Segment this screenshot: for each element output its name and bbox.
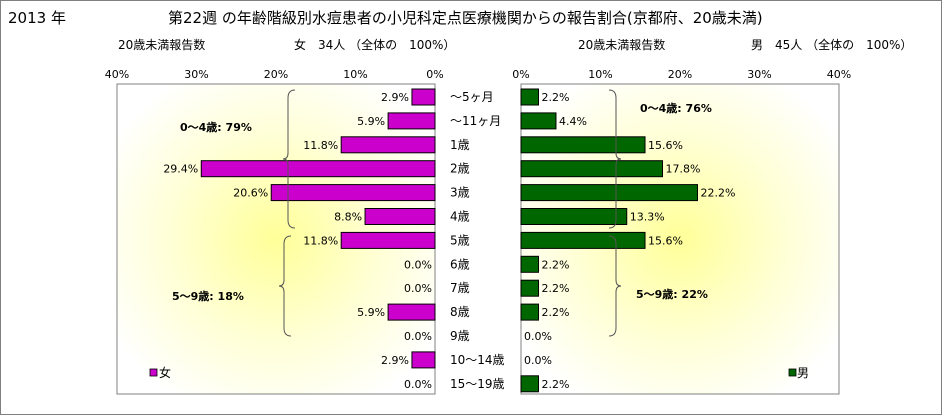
female-value-label: 0.0% bbox=[404, 330, 432, 343]
female-x-tick-label: 20% bbox=[264, 68, 288, 81]
male-total: 男 45人 （全体の 100%） bbox=[751, 38, 913, 52]
age-category-label: 8歳 bbox=[450, 305, 470, 319]
male-0-4-annotation: 0～4歳: 76% bbox=[640, 101, 712, 115]
female-value-label: 8.8% bbox=[334, 211, 362, 224]
female-value-label: 2.9% bbox=[381, 91, 409, 104]
female-x-tick-label: 40% bbox=[105, 68, 129, 81]
female-value-label: 5.9% bbox=[357, 115, 385, 128]
female-bar bbox=[411, 88, 436, 106]
year-label: 2013 年 bbox=[8, 9, 66, 27]
female-bar bbox=[340, 231, 436, 249]
female-total: 女 34人 （全体の 100%） bbox=[294, 38, 456, 52]
male-value-label: 22.2% bbox=[700, 187, 735, 200]
female-value-label: 0.0% bbox=[404, 258, 432, 271]
age-category-label: 2歳 bbox=[450, 162, 470, 176]
female-subtitle: 20歳未満報告数 bbox=[118, 38, 206, 52]
female-0-4-brace bbox=[282, 89, 296, 229]
male-value-label: 0.0% bbox=[524, 354, 552, 367]
male-legend-swatch bbox=[788, 368, 797, 377]
female-bar bbox=[411, 351, 436, 369]
male-x-tick-label: 10% bbox=[588, 68, 612, 81]
age-category-label: 7歳 bbox=[450, 281, 470, 295]
male-value-label: 0.0% bbox=[524, 330, 552, 343]
male-bar bbox=[520, 255, 539, 273]
female-x-tick-label: 30% bbox=[184, 68, 208, 81]
age-category-label: 9歳 bbox=[450, 329, 470, 343]
male-bar bbox=[520, 375, 539, 393]
male-bar bbox=[520, 112, 557, 130]
male-value-label: 2.2% bbox=[541, 91, 569, 104]
age-category-label: 10～14歳 bbox=[450, 353, 505, 367]
male-legend-label: 男 bbox=[797, 366, 809, 380]
male-x-tick-label: 30% bbox=[747, 68, 771, 81]
male-x-tick-label: 40% bbox=[827, 68, 851, 81]
male-bar bbox=[520, 231, 646, 249]
male-x-tick-label: 0% bbox=[512, 68, 529, 81]
male-value-label: 2.2% bbox=[541, 282, 569, 295]
male-bar bbox=[520, 208, 628, 225]
female-bar bbox=[340, 136, 436, 154]
male-subtitle: 20歳未満報告数 bbox=[578, 38, 666, 52]
male-value-label: 2.2% bbox=[541, 306, 569, 319]
female-value-label: 20.6% bbox=[233, 187, 268, 200]
female-value-label: 2.9% bbox=[381, 354, 409, 367]
female-value-label: 29.4% bbox=[163, 163, 198, 176]
female-5-9-annotation: 5～9歳: 18% bbox=[172, 289, 244, 303]
male-value-label: 2.2% bbox=[541, 258, 569, 271]
female-legend-swatch bbox=[149, 368, 158, 377]
age-category-label: ～5ヶ月 bbox=[450, 90, 494, 104]
male-value-label: 15.6% bbox=[648, 234, 683, 247]
female-value-label: 0.0% bbox=[404, 282, 432, 295]
age-category-label: 15～19歳 bbox=[450, 377, 505, 391]
male-bar bbox=[520, 303, 539, 321]
male-value-label: 15.6% bbox=[648, 139, 683, 152]
age-category-label: 1歳 bbox=[450, 138, 470, 152]
female-bar bbox=[387, 112, 436, 130]
female-value-label: 5.9% bbox=[357, 306, 385, 319]
male-bar bbox=[520, 279, 539, 297]
female-5-9-brace bbox=[278, 235, 292, 337]
female-0-4-annotation: 0～4歳: 79% bbox=[180, 120, 252, 134]
female-x-tick-label: 0% bbox=[426, 68, 443, 81]
female-bar bbox=[200, 160, 436, 178]
age-category-label: ～11ヶ月 bbox=[450, 114, 501, 128]
age-category-label: 4歳 bbox=[450, 210, 470, 224]
female-legend-label: 女 bbox=[159, 365, 171, 380]
male-value-label: 2.2% bbox=[541, 378, 569, 391]
male-x-tick-label: 20% bbox=[668, 68, 692, 81]
age-category-label: 5歳 bbox=[450, 233, 470, 247]
male-5-9-annotation: 5～9歳: 22% bbox=[636, 287, 708, 301]
age-category-label: 6歳 bbox=[450, 257, 470, 271]
female-bar bbox=[270, 184, 436, 202]
female-value-label: 11.8% bbox=[303, 139, 338, 152]
male-bar bbox=[520, 184, 698, 202]
female-value-label: 0.0% bbox=[404, 378, 432, 391]
age-category-label: 3歳 bbox=[450, 186, 470, 200]
female-bar bbox=[387, 303, 436, 321]
female-value-label: 11.8% bbox=[303, 234, 338, 247]
male-bar bbox=[520, 88, 539, 106]
male-value-label: 13.3% bbox=[630, 211, 665, 224]
male-value-label: 4.4% bbox=[559, 115, 587, 128]
chart-title: 第22週 の年齢階級別水痘患者の小児科定点医療機関からの報告割合(京都府、20歳… bbox=[168, 9, 763, 27]
female-bar bbox=[364, 208, 436, 225]
female-x-tick-label: 10% bbox=[343, 68, 367, 81]
male-bar bbox=[520, 136, 646, 154]
male-5-9-brace bbox=[608, 235, 622, 337]
male-value-label: 17.8% bbox=[666, 163, 701, 176]
male-0-4-brace bbox=[608, 89, 622, 229]
male-bar bbox=[520, 160, 664, 178]
